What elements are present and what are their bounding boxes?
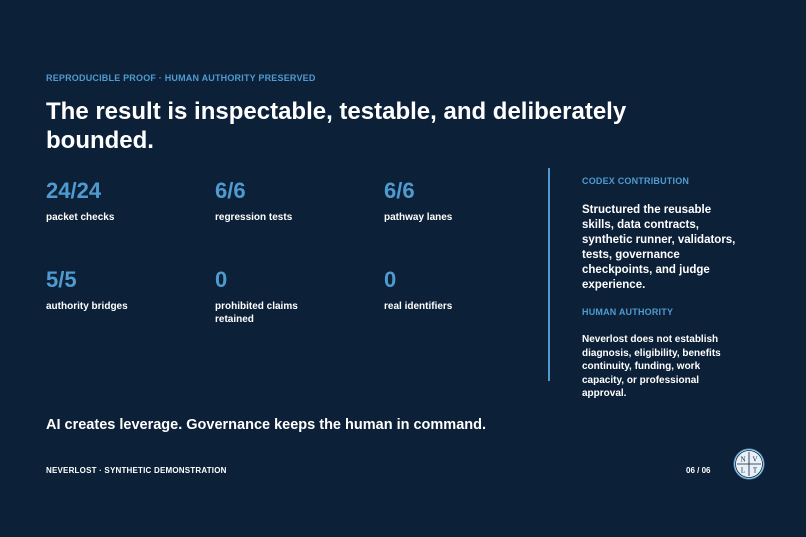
metric-value: 6/6 <box>384 178 415 203</box>
metric-regression-tests: 6/6 regression tests <box>215 178 365 224</box>
logo-letter-t: T <box>753 467 758 475</box>
metric-label: prohibited claims retained <box>215 301 298 325</box>
metric-label: real identifiers <box>384 301 453 312</box>
metric-prohibited-claims: 0 prohibited claims retained <box>215 267 325 326</box>
logo-letter-l: L <box>741 467 745 475</box>
page-number: 06 / 06 <box>686 466 711 475</box>
metric-packet-checks: 24/24 packet checks <box>46 178 196 224</box>
metric-label: authority bridges <box>46 301 128 312</box>
metric-pathway-lanes: 6/6 pathway lanes <box>384 178 534 224</box>
vertical-divider <box>548 168 550 381</box>
metric-value: 0 <box>215 267 228 292</box>
human-authority-text: Neverlost does not establish diagnosis, … <box>582 334 721 399</box>
page-title: The result is inspectable, testable, and… <box>46 98 627 154</box>
logo-letter-v: V <box>752 456 757 464</box>
metric-value: 5/5 <box>46 267 77 292</box>
metric-authority-bridges: 5/5 authority bridges <box>46 267 196 313</box>
tagline: AI creates leverage. Governance keeps th… <box>46 417 487 433</box>
metric-value: 6/6 <box>215 178 246 203</box>
metric-label: regression tests <box>215 212 293 223</box>
logo-letter-n: N <box>740 456 745 464</box>
metric-value: 0 <box>384 267 397 292</box>
human-authority-heading: HUMAN AUTHORITY <box>582 307 674 317</box>
codex-heading: CODEX CONTRIBUTION <box>582 176 690 186</box>
neverlost-logo-icon: N V L T <box>733 448 765 480</box>
eyebrow: REPRODUCIBLE PROOF · HUMAN AUTHORITY PRE… <box>46 73 316 83</box>
metric-value: 24/24 <box>46 178 102 203</box>
codex-text: Structured the reusable skills, data con… <box>582 204 736 291</box>
metric-real-identifiers: 0 real identifiers <box>384 267 534 313</box>
metric-label: pathway lanes <box>384 212 453 223</box>
metric-label: packet checks <box>46 212 115 223</box>
footer-label: NEVERLOST · SYNTHETIC DEMONSTRATION <box>46 466 227 475</box>
